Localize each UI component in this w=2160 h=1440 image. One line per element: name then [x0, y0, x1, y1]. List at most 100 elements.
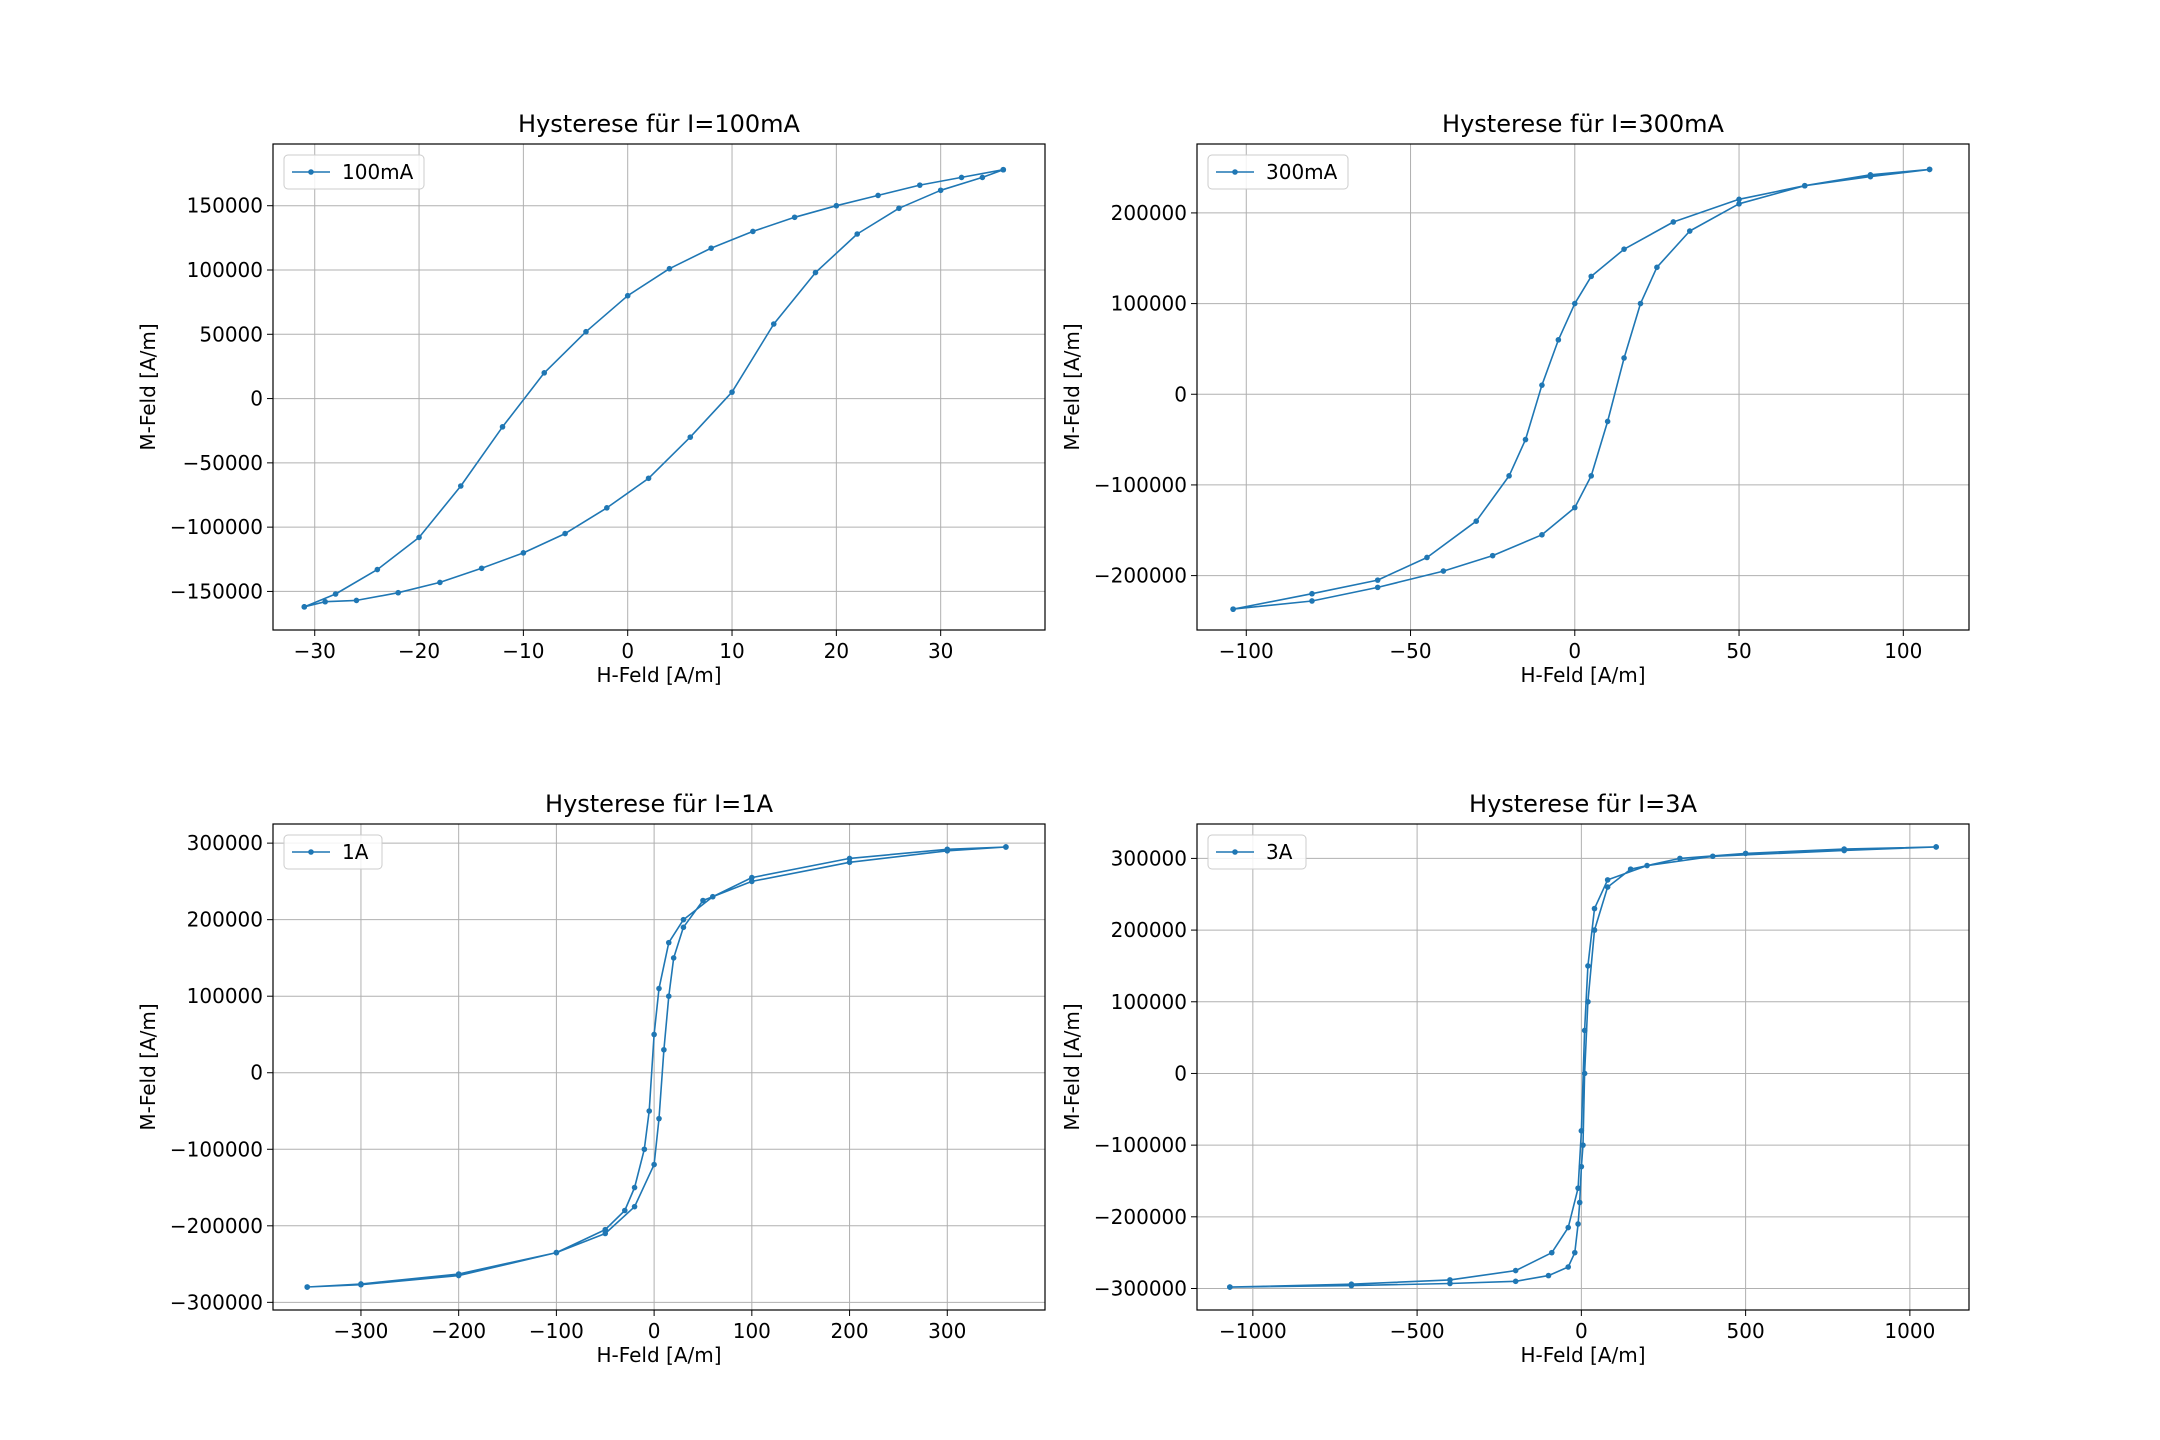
data-point — [1801, 182, 1808, 189]
legend-box — [1207, 834, 1307, 870]
legend-box — [283, 834, 383, 870]
data-point — [374, 566, 381, 573]
data-point — [1512, 1278, 1519, 1285]
legend-marker-swatch — [1232, 169, 1238, 175]
data-point — [846, 859, 853, 866]
y-tick-label: −100000 — [1094, 1133, 1187, 1157]
data-point — [1654, 264, 1660, 271]
data-point — [1348, 1281, 1355, 1287]
data-point — [709, 893, 716, 900]
data-point — [1604, 418, 1611, 425]
legend: 1A — [283, 834, 383, 870]
data-point — [854, 231, 861, 237]
data-point — [1736, 201, 1742, 207]
data-point — [749, 878, 755, 885]
data-point — [1578, 1163, 1585, 1170]
data-point — [1670, 219, 1677, 225]
data-point — [645, 475, 652, 482]
data-point — [1644, 862, 1650, 869]
data-point — [1522, 436, 1529, 443]
x-axis-label: H-Feld [A/m] — [596, 663, 721, 687]
y-tick-label: −200000 — [170, 1214, 263, 1238]
y-tick-label: 0 — [1174, 1061, 1187, 1085]
data-point — [979, 174, 986, 181]
data-point — [670, 955, 677, 961]
y-tick-label: −100000 — [1094, 473, 1187, 497]
legend-box — [283, 154, 425, 190]
data-point — [641, 1146, 648, 1153]
data-point — [1581, 1027, 1588, 1034]
data-point — [700, 897, 706, 904]
legend-marker-swatch — [308, 849, 314, 855]
x-tick-label: 0 — [648, 1319, 661, 1343]
data-point — [1555, 337, 1562, 343]
y-tick-label: 50000 — [199, 322, 263, 346]
data-point — [1374, 584, 1381, 591]
data-point — [1447, 1277, 1453, 1283]
x-tick-label: −100 — [1219, 639, 1274, 663]
x-axis-label: H-Feld [A/m] — [1520, 1343, 1645, 1367]
data-point — [729, 389, 735, 395]
data-point — [1841, 847, 1847, 854]
data-point — [1588, 473, 1595, 479]
series-line-300mA — [1232, 168, 1930, 610]
data-point — [1580, 1142, 1586, 1148]
y-tick-label: 0 — [250, 387, 263, 411]
data-point — [1565, 1264, 1572, 1270]
y-axis-label: M-Feld [A/m] — [1060, 1003, 1084, 1130]
data-point — [1309, 598, 1315, 604]
legend: 100mA — [283, 154, 425, 190]
data-point — [1424, 554, 1430, 561]
y-tick-label: 100000 — [187, 258, 263, 282]
y-tick-label: −200000 — [1094, 1205, 1187, 1229]
chart-title: Hysterese für I=100mA — [518, 110, 800, 138]
legend-marker-swatch — [308, 169, 314, 175]
data-point — [917, 182, 923, 188]
data-point — [1571, 1249, 1578, 1256]
data-point — [583, 328, 589, 335]
x-tick-label: 100 — [1884, 639, 1922, 663]
data-point — [1473, 518, 1480, 524]
subplot-1: −30 −20 −10 0 10 20 30 −150000 −100000 −50000 0 500… — [136, 110, 1046, 687]
data-point — [1709, 853, 1716, 860]
x-tick-label: −100 — [529, 1319, 584, 1343]
data-point — [1506, 473, 1512, 479]
x-tick-label: 300 — [928, 1319, 966, 1343]
data-point — [455, 1271, 462, 1277]
plot-frame — [272, 823, 1046, 1311]
data-point — [651, 1031, 657, 1038]
legend-marker-swatch — [1232, 849, 1238, 855]
x-tick-label: −1000 — [1219, 1319, 1287, 1343]
plot-frame — [1196, 143, 1970, 631]
data-point — [656, 1115, 662, 1122]
x-tick-label: −20 — [398, 639, 440, 663]
data-point — [631, 1184, 638, 1191]
data-point — [322, 598, 328, 605]
data-point — [1565, 1224, 1572, 1231]
data-point — [353, 597, 360, 604]
data-point — [1003, 844, 1009, 850]
x-tick-label: 200 — [830, 1319, 868, 1343]
data-point — [958, 174, 965, 181]
data-point — [1926, 166, 1933, 173]
x-tick-label: 50 — [1726, 639, 1751, 663]
subplot-4: −1000 −500 0 500 1000 −300000 −200000 −100000 0 1… — [1060, 790, 1970, 1367]
x-tick-label: −500 — [1390, 1319, 1445, 1343]
data-point — [1621, 355, 1627, 361]
data-point — [680, 916, 687, 923]
data-point — [1548, 1249, 1555, 1256]
data-point — [1571, 300, 1578, 307]
data-point — [553, 1249, 560, 1256]
data-point — [562, 530, 568, 537]
series-line-1A — [306, 846, 1006, 1288]
data-point — [395, 589, 401, 596]
data-point — [1000, 166, 1007, 173]
data-point — [1309, 590, 1315, 597]
x-tick-label: −50 — [1389, 639, 1431, 663]
data-point — [1686, 228, 1693, 234]
y-tick-label: 200000 — [1111, 201, 1187, 225]
y-tick-label: −100000 — [170, 515, 263, 539]
x-tick-label: −300 — [333, 1319, 388, 1343]
y-tick-label: 200000 — [187, 908, 263, 932]
